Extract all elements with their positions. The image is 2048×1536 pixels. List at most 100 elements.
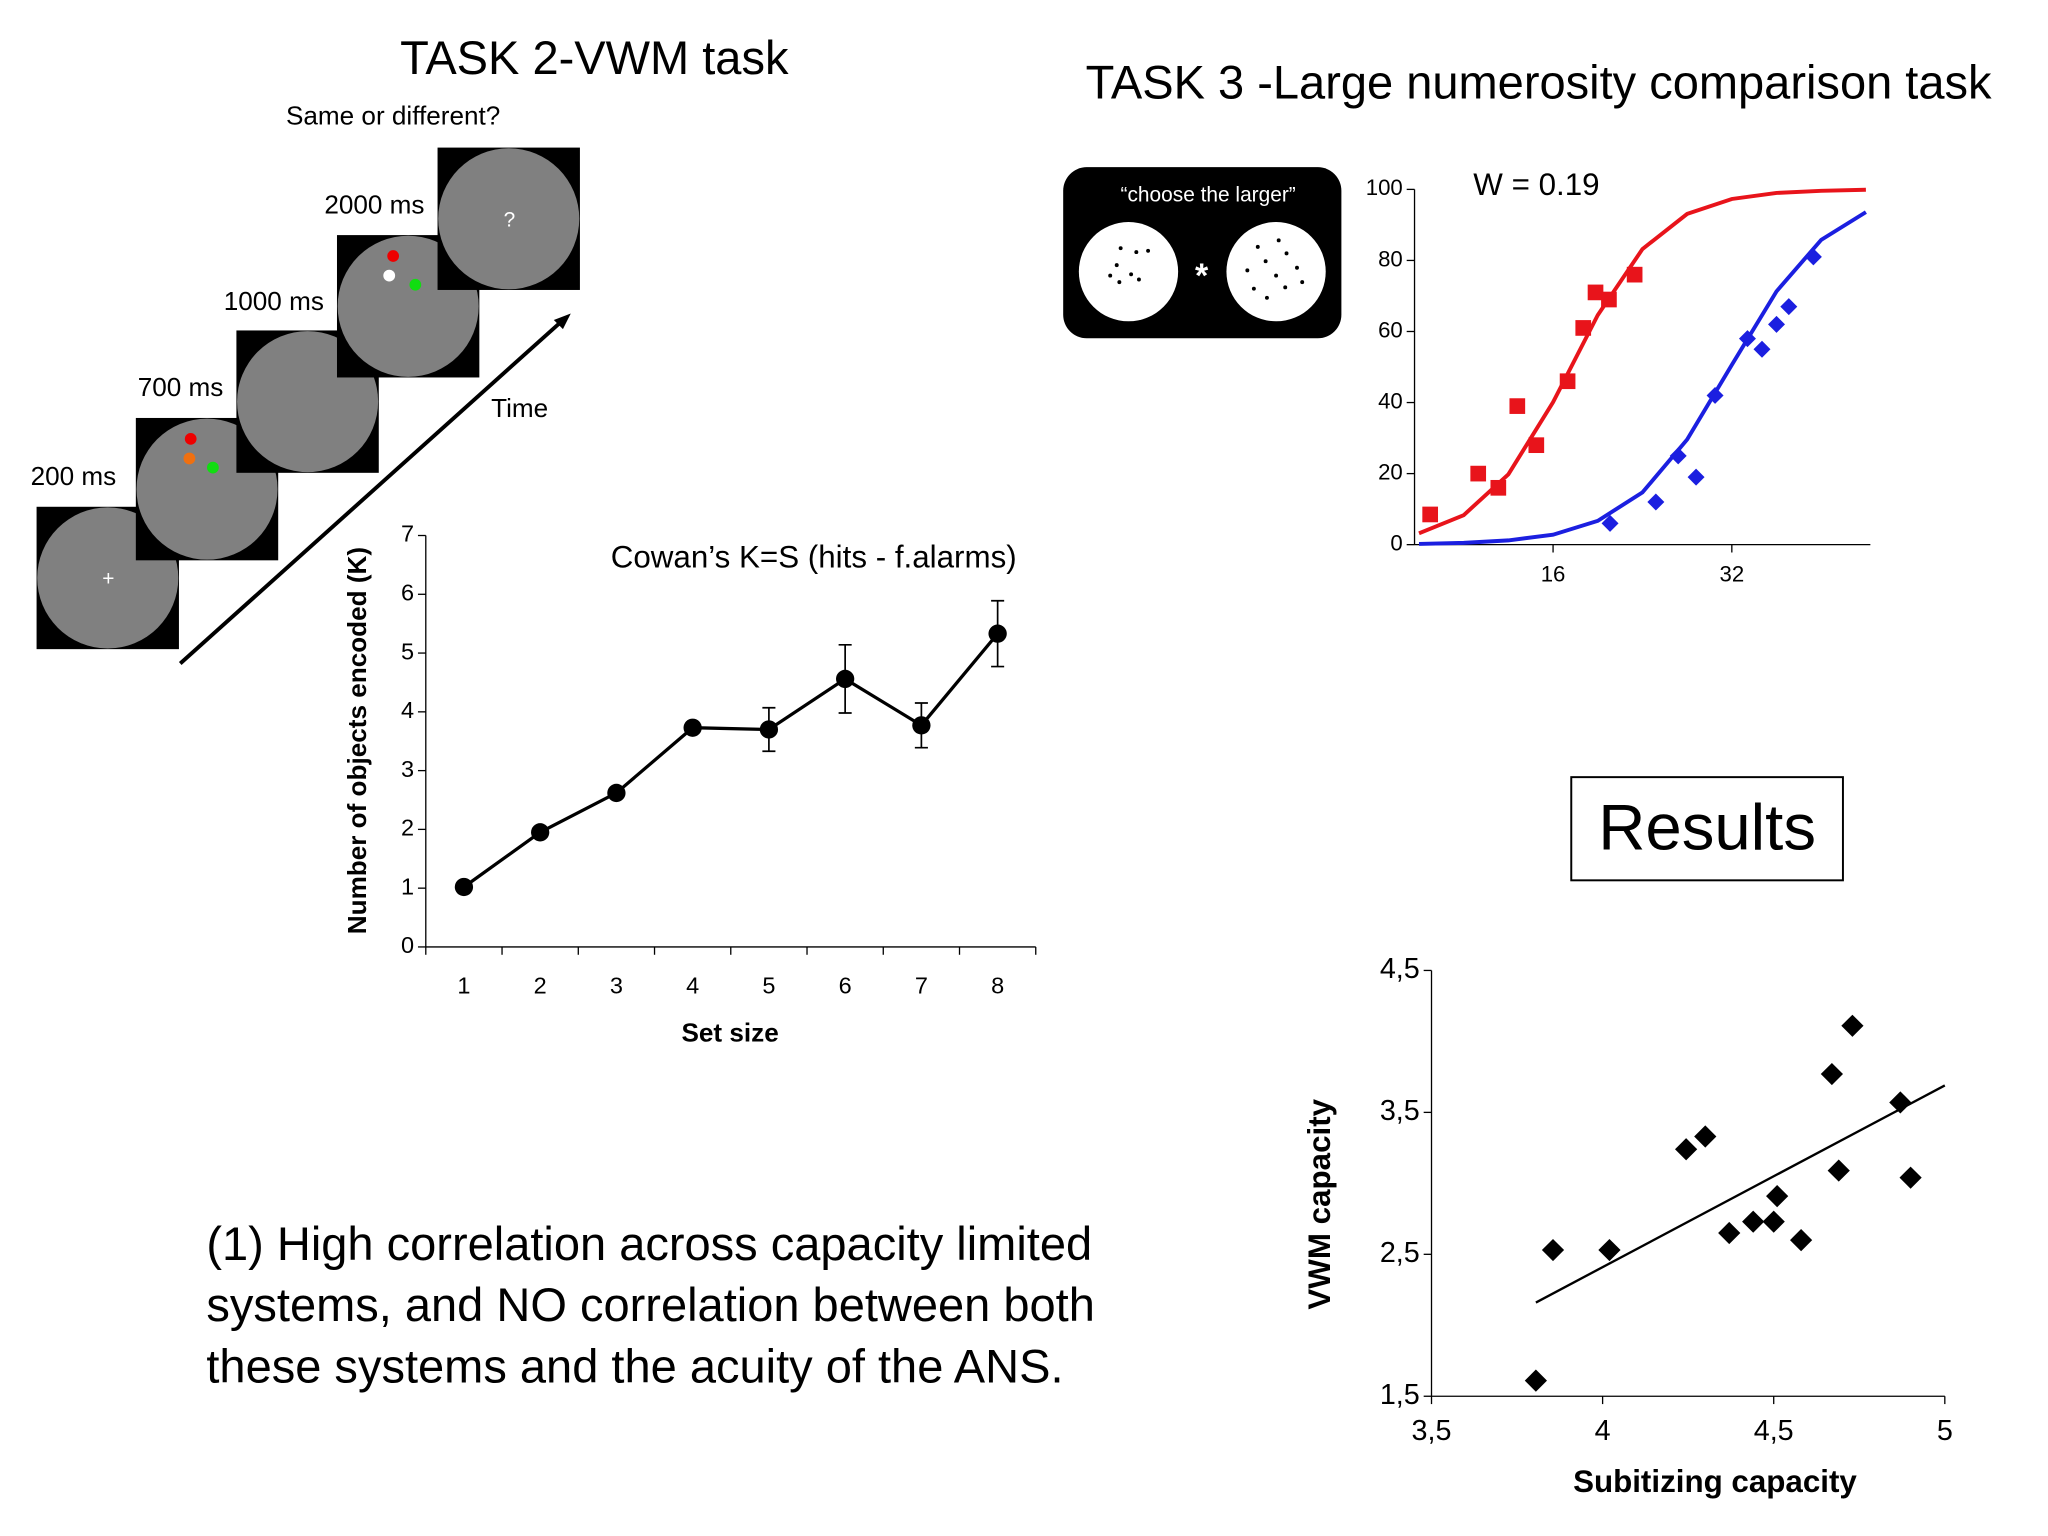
- y-tick-label: 100: [1366, 175, 1403, 200]
- y-axis-label: VWM capacity: [1302, 1098, 1337, 1309]
- star: *: [1195, 257, 1209, 295]
- point: [1687, 468, 1705, 486]
- trend-line: [1535, 1084, 1946, 1304]
- x-tick-label: 4,5: [1754, 1415, 1794, 1447]
- duration-label: 1000 ms: [224, 286, 324, 316]
- y-axis-label: Number of objects encoded (K): [342, 547, 372, 934]
- point: [1718, 1221, 1741, 1245]
- y-tick-label: 5: [401, 638, 414, 664]
- point: [1675, 1138, 1698, 1161]
- x-tick-label: 3: [610, 973, 623, 999]
- point: [1789, 1229, 1813, 1252]
- y-tick-label: 7: [401, 521, 414, 547]
- x-tick-label: 7: [915, 973, 928, 999]
- x-axis-label: Set size: [681, 1017, 778, 1047]
- point: [1528, 437, 1545, 454]
- x-tick-label: 2: [534, 973, 547, 999]
- x-tick-label: 3,5: [1412, 1415, 1452, 1447]
- x-tick-label: 1: [457, 973, 470, 999]
- x-tick-label: 5: [1937, 1415, 1953, 1447]
- point: [836, 669, 855, 689]
- point: [1889, 1091, 1912, 1114]
- dot-array: [1078, 222, 1179, 322]
- point: [1509, 398, 1526, 414]
- point: [1669, 447, 1687, 465]
- y-tick-label: 20: [1378, 459, 1403, 484]
- point: [1626, 266, 1643, 283]
- point: [1841, 1014, 1864, 1037]
- x-tick-label: 8: [991, 973, 1004, 999]
- point: [1753, 340, 1771, 358]
- y-tick-label: 2: [401, 815, 414, 841]
- x-tick-label: 5: [762, 973, 775, 999]
- point: [1738, 330, 1756, 348]
- point: [1422, 506, 1439, 523]
- point: [1541, 1238, 1565, 1262]
- dot: [387, 250, 400, 262]
- x-tick-label: 4: [1595, 1415, 1611, 1447]
- dot: [184, 432, 197, 445]
- duration-label: 700 ms: [138, 372, 224, 402]
- point: [1820, 1062, 1843, 1086]
- task2-title: TASK 2-VWM task: [400, 31, 789, 84]
- point: [988, 624, 1007, 643]
- y-tick-label: 3,5: [1380, 1095, 1420, 1127]
- x-axis-label: Subitizing capacity: [1573, 1464, 1857, 1499]
- point: [1601, 291, 1617, 308]
- y-tick-label: 60: [1378, 317, 1403, 342]
- point: [1490, 479, 1507, 496]
- point: [1470, 465, 1487, 482]
- fit-curve: [1418, 210, 1867, 546]
- point: [1742, 1210, 1765, 1233]
- x-tick-label: 16: [1541, 561, 1566, 586]
- point: [683, 718, 702, 737]
- arrow-head: [553, 313, 571, 330]
- point: [454, 877, 474, 897]
- y-tick-label: 4,5: [1380, 953, 1420, 985]
- dot-array: [1226, 222, 1326, 322]
- y-tick-label: 80: [1378, 246, 1403, 271]
- frames: [36, 147, 580, 650]
- point: [1587, 284, 1604, 301]
- task3-title: TASK 3 -Large numerosity comparison task: [1086, 56, 1992, 109]
- y-tick-label: 0: [401, 932, 414, 958]
- point: [1780, 298, 1798, 316]
- dot: [183, 452, 196, 465]
- x-tick-label: 6: [839, 973, 852, 999]
- dot: [409, 278, 422, 291]
- y-tick-label: 2,5: [1380, 1237, 1420, 1269]
- point: [1766, 1185, 1789, 1208]
- y-tick-label: 1: [401, 873, 414, 899]
- point: [1575, 320, 1592, 336]
- frame-circle: [438, 148, 580, 290]
- time-label: Time: [491, 393, 548, 423]
- duration-label: 200 ms: [31, 461, 117, 491]
- point: [1598, 1238, 1621, 1262]
- point: [1706, 386, 1724, 404]
- y-tick-label: 0: [1390, 531, 1402, 556]
- point: [531, 823, 550, 842]
- duration-label: 2000 ms: [324, 189, 424, 219]
- question-mark: ?: [504, 208, 516, 231]
- point: [1524, 1369, 1547, 1392]
- point: [1899, 1166, 1922, 1189]
- point: [1647, 493, 1665, 511]
- dot: [383, 269, 396, 282]
- stimulus-panel: [1063, 167, 1342, 339]
- point: [1559, 373, 1576, 390]
- point: [607, 783, 626, 803]
- results-label: Results: [1598, 790, 1816, 863]
- prompt: Same or different?: [286, 100, 500, 130]
- point: [1762, 1210, 1785, 1233]
- conclusion-line: these systems and the acuity of the ANS.: [206, 1340, 1063, 1393]
- y-tick-label: 1,5: [1380, 1379, 1420, 1411]
- point: [1601, 514, 1619, 532]
- fixation: +: [102, 567, 114, 590]
- point: [1804, 248, 1822, 266]
- results-box: [1570, 776, 1844, 882]
- y-tick-label: 3: [401, 756, 414, 782]
- point: [1768, 315, 1786, 333]
- point: [1827, 1159, 1850, 1182]
- point: [759, 720, 779, 739]
